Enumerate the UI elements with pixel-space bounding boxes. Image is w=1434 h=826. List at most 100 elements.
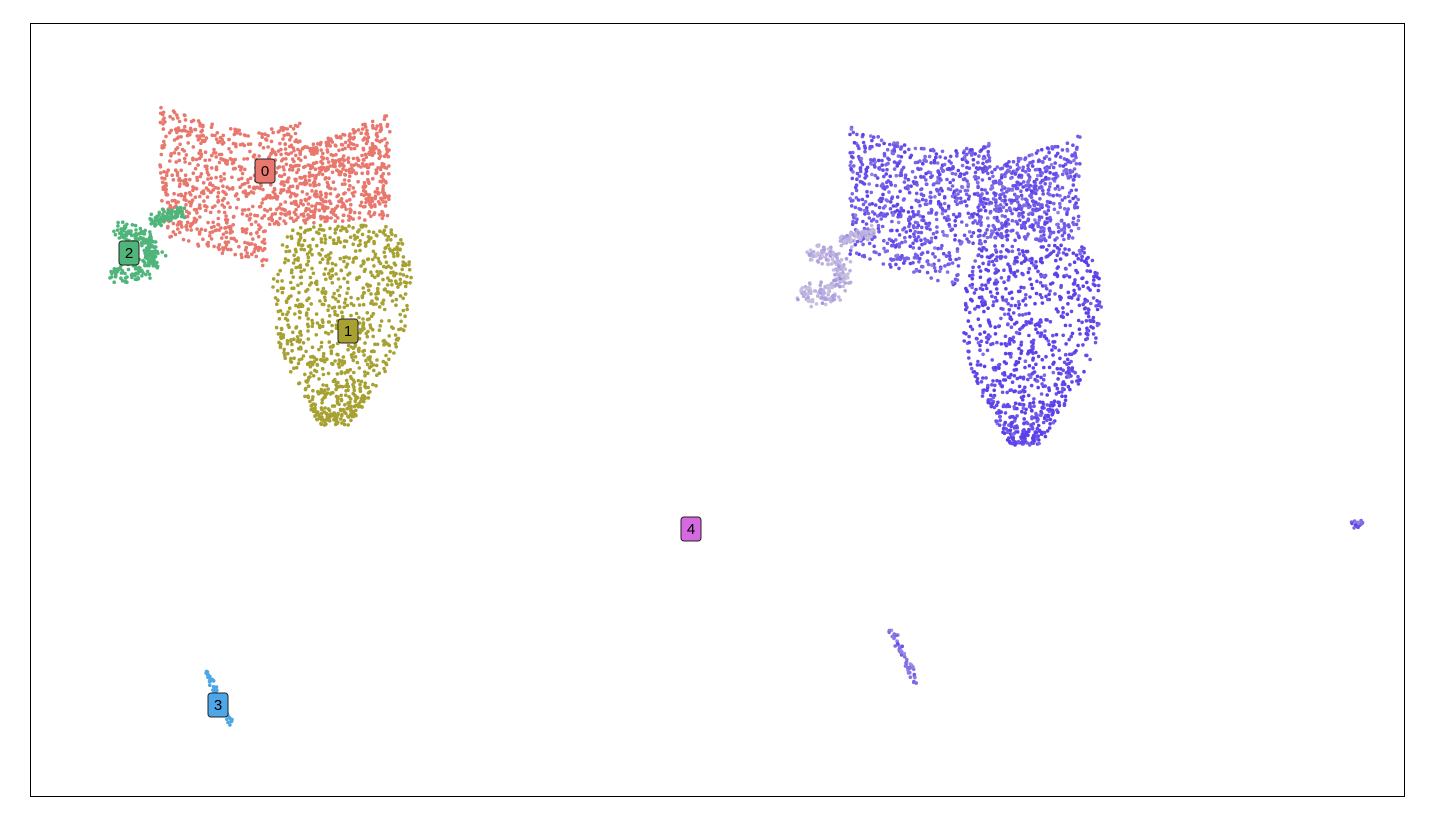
data-point bbox=[1016, 200, 1020, 204]
data-point bbox=[163, 120, 167, 124]
data-point bbox=[1058, 155, 1063, 159]
data-point bbox=[1085, 336, 1090, 341]
data-point bbox=[1054, 258, 1058, 263]
data-point bbox=[935, 225, 939, 229]
data-point bbox=[808, 248, 813, 252]
data-point bbox=[982, 246, 986, 250]
data-point bbox=[277, 174, 282, 178]
data-point bbox=[898, 210, 902, 214]
data-point bbox=[1071, 251, 1076, 255]
data-point bbox=[991, 300, 996, 304]
data-point bbox=[838, 298, 842, 302]
data-point bbox=[290, 168, 295, 172]
data-point bbox=[377, 156, 382, 161]
data-point bbox=[305, 380, 309, 384]
data-point bbox=[220, 251, 225, 255]
data-point bbox=[187, 161, 192, 166]
data-point bbox=[206, 177, 210, 181]
data-point bbox=[154, 216, 159, 221]
data-point bbox=[1042, 156, 1047, 160]
data-point bbox=[1045, 403, 1050, 407]
data-point bbox=[276, 166, 280, 170]
data-point bbox=[1064, 267, 1068, 271]
data-point bbox=[175, 130, 179, 135]
data-point bbox=[362, 353, 366, 357]
data-point bbox=[830, 261, 835, 265]
data-point bbox=[336, 216, 340, 220]
data-point bbox=[409, 275, 413, 280]
data-point bbox=[1071, 216, 1076, 221]
data-point bbox=[1004, 229, 1009, 234]
data-point bbox=[198, 206, 202, 210]
data-point bbox=[283, 260, 287, 265]
data-point bbox=[1051, 340, 1055, 344]
data-point bbox=[1069, 296, 1074, 300]
data-point bbox=[280, 207, 284, 211]
data-point bbox=[1076, 318, 1081, 323]
data-point bbox=[244, 194, 249, 199]
data-point bbox=[208, 683, 212, 687]
data-point bbox=[916, 199, 920, 204]
data-point bbox=[827, 288, 831, 292]
data-point bbox=[270, 147, 275, 152]
data-point bbox=[1021, 210, 1025, 215]
data-point bbox=[385, 141, 389, 145]
data-point bbox=[331, 238, 336, 242]
data-point bbox=[363, 244, 368, 248]
data-point bbox=[291, 228, 295, 232]
data-point bbox=[222, 172, 226, 176]
data-point bbox=[288, 138, 292, 142]
data-point bbox=[293, 131, 298, 136]
data-point bbox=[1045, 216, 1049, 221]
data-point bbox=[906, 217, 911, 221]
data-point bbox=[333, 227, 338, 232]
data-point bbox=[286, 211, 290, 215]
data-point bbox=[897, 245, 902, 249]
data-point bbox=[327, 176, 331, 180]
data-point bbox=[971, 265, 975, 270]
data-point bbox=[283, 353, 287, 358]
data-point bbox=[349, 407, 353, 411]
data-point bbox=[899, 145, 904, 149]
data-point bbox=[1030, 286, 1035, 291]
data-point bbox=[925, 270, 930, 275]
data-point bbox=[307, 178, 312, 183]
data-point bbox=[990, 358, 994, 362]
data-point bbox=[342, 158, 347, 162]
data-point bbox=[1027, 266, 1032, 271]
data-point bbox=[839, 258, 844, 262]
data-point bbox=[940, 243, 944, 248]
data-point bbox=[1008, 207, 1012, 211]
data-point bbox=[1047, 176, 1051, 181]
data-point bbox=[1067, 275, 1072, 279]
data-point bbox=[208, 234, 212, 238]
data-point bbox=[855, 132, 859, 137]
data-point bbox=[879, 217, 883, 221]
data-point bbox=[1031, 437, 1035, 441]
data-point bbox=[1085, 269, 1089, 273]
data-point bbox=[173, 127, 178, 132]
data-point bbox=[1000, 173, 1004, 177]
data-point bbox=[389, 270, 393, 275]
data-point bbox=[223, 225, 228, 230]
data-point bbox=[120, 233, 124, 237]
data-point bbox=[323, 291, 328, 296]
data-point bbox=[964, 192, 969, 197]
data-point bbox=[1055, 151, 1060, 156]
data-point bbox=[974, 336, 979, 341]
data-point bbox=[322, 233, 327, 238]
data-point bbox=[1008, 165, 1013, 169]
data-point bbox=[389, 325, 394, 329]
data-point bbox=[298, 329, 303, 334]
data-point bbox=[954, 215, 959, 219]
data-point bbox=[1073, 278, 1077, 282]
data-point bbox=[146, 243, 151, 248]
data-point bbox=[333, 359, 337, 363]
data-point bbox=[210, 153, 214, 158]
data-point bbox=[205, 164, 209, 169]
data-point bbox=[339, 170, 344, 174]
data-point bbox=[1077, 378, 1082, 383]
data-point bbox=[340, 219, 345, 223]
data-point bbox=[306, 255, 311, 260]
data-point bbox=[336, 352, 340, 357]
